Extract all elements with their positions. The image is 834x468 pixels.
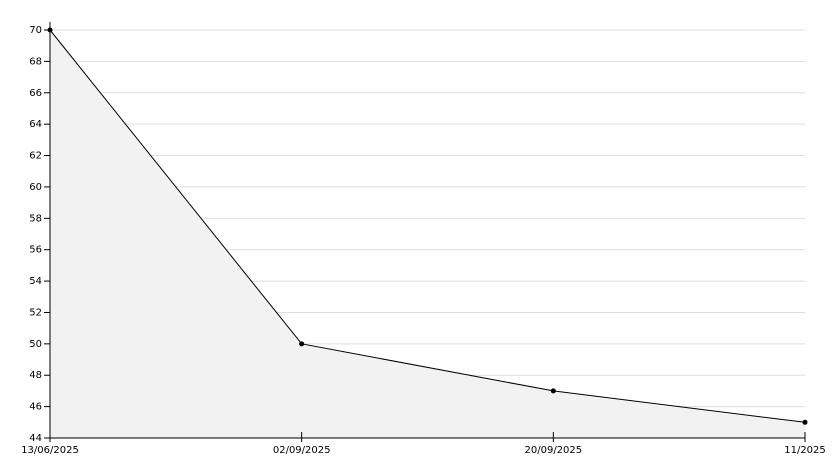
area: [50, 30, 805, 438]
x-tick-label: 13/06/2025: [21, 445, 79, 456]
y-tick-label: 64: [29, 119, 42, 130]
y-tick-label: 50: [29, 339, 42, 350]
y-tick-label: 46: [29, 402, 42, 413]
x-tick-label: 02/09/2025: [273, 445, 331, 456]
y-tick-label: 60: [29, 182, 42, 193]
point: [47, 27, 53, 33]
y-tick-label: 68: [29, 56, 42, 67]
y-tick-label: 54: [29, 276, 42, 287]
y-tick-label: 56: [29, 245, 42, 256]
y-tick-label: 62: [29, 151, 42, 162]
point: [550, 388, 556, 394]
x-tick-label: 11/2025: [784, 445, 826, 456]
y-tick-label: 58: [29, 213, 42, 224]
point: [299, 341, 305, 347]
y-tick-label: 52: [29, 307, 42, 318]
y-tick-label: 48: [29, 370, 42, 381]
x-tick-label: 20/09/2025: [525, 445, 583, 456]
y-tick-label: 70: [29, 25, 42, 36]
y-tick-label: 66: [29, 88, 42, 99]
point: [802, 419, 808, 425]
y-tick-label: 44: [29, 433, 42, 444]
line: [49, 29, 806, 423]
